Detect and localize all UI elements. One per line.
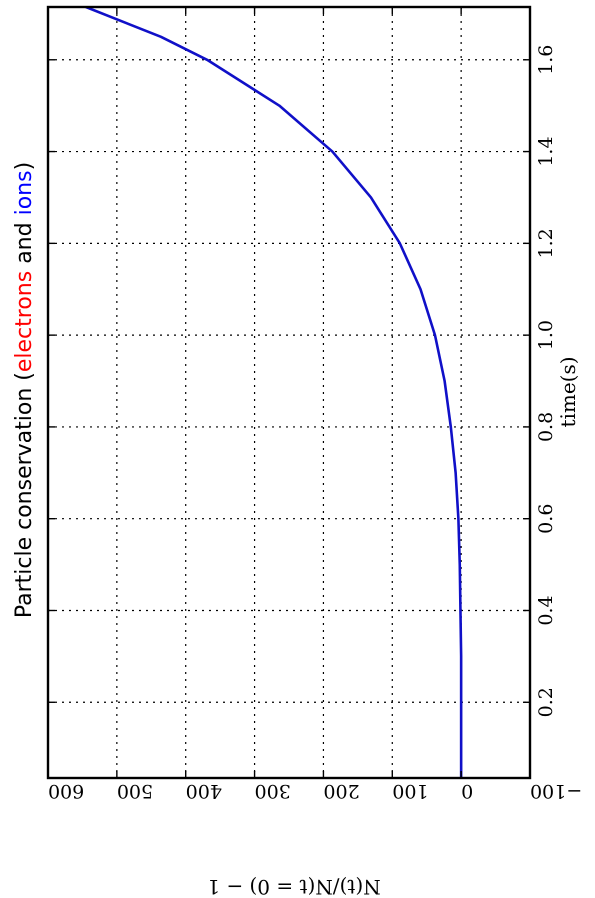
plot-frame [46, 5, 532, 780]
y-tick-label: 600 [48, 780, 84, 802]
x-tick-label: 1.0 [535, 320, 557, 350]
series-layer [85, 7, 463, 778]
y-tick-label: 0 [461, 780, 473, 802]
title-ions: ions [12, 170, 37, 215]
x-tick-label: 1.2 [535, 228, 557, 258]
y-axis-label: N(t)/N(t = 0) − 1 [207, 875, 380, 898]
series-line [85, 7, 463, 778]
y-tick-label: 400 [186, 780, 222, 802]
y-tick-label: −100 [530, 780, 582, 802]
y-tick-label: 300 [255, 780, 291, 802]
y-tick-label: 200 [323, 780, 359, 802]
x-tick-label: 0.2 [535, 687, 557, 717]
y-tick-label: 500 [117, 780, 153, 802]
x-tick-label: 1.6 [535, 45, 557, 75]
title-and: and [12, 215, 37, 270]
labels: 0.2 0.4 0.6 0.8 1.0 1.2 1.4 1.6 −100 0 100 200 300 40… [48, 45, 582, 802]
grid [48, 7, 530, 778]
title-suffix: ) [12, 162, 37, 171]
x-axis-label: time(s) [556, 356, 580, 427]
title-electrons: electrons [12, 271, 37, 372]
chart-title: Particle conservation (electrons and ion… [12, 162, 37, 618]
x-tick-label: 0.8 [535, 412, 557, 442]
x-tick-label: 0.6 [535, 504, 557, 534]
ticks [47, 7, 531, 778]
title-prefix: Particle conservation ( [12, 372, 37, 618]
x-tick-label: 1.4 [535, 136, 557, 166]
y-tick-label: 100 [392, 780, 428, 802]
x-tick-label: 0.4 [535, 595, 557, 625]
